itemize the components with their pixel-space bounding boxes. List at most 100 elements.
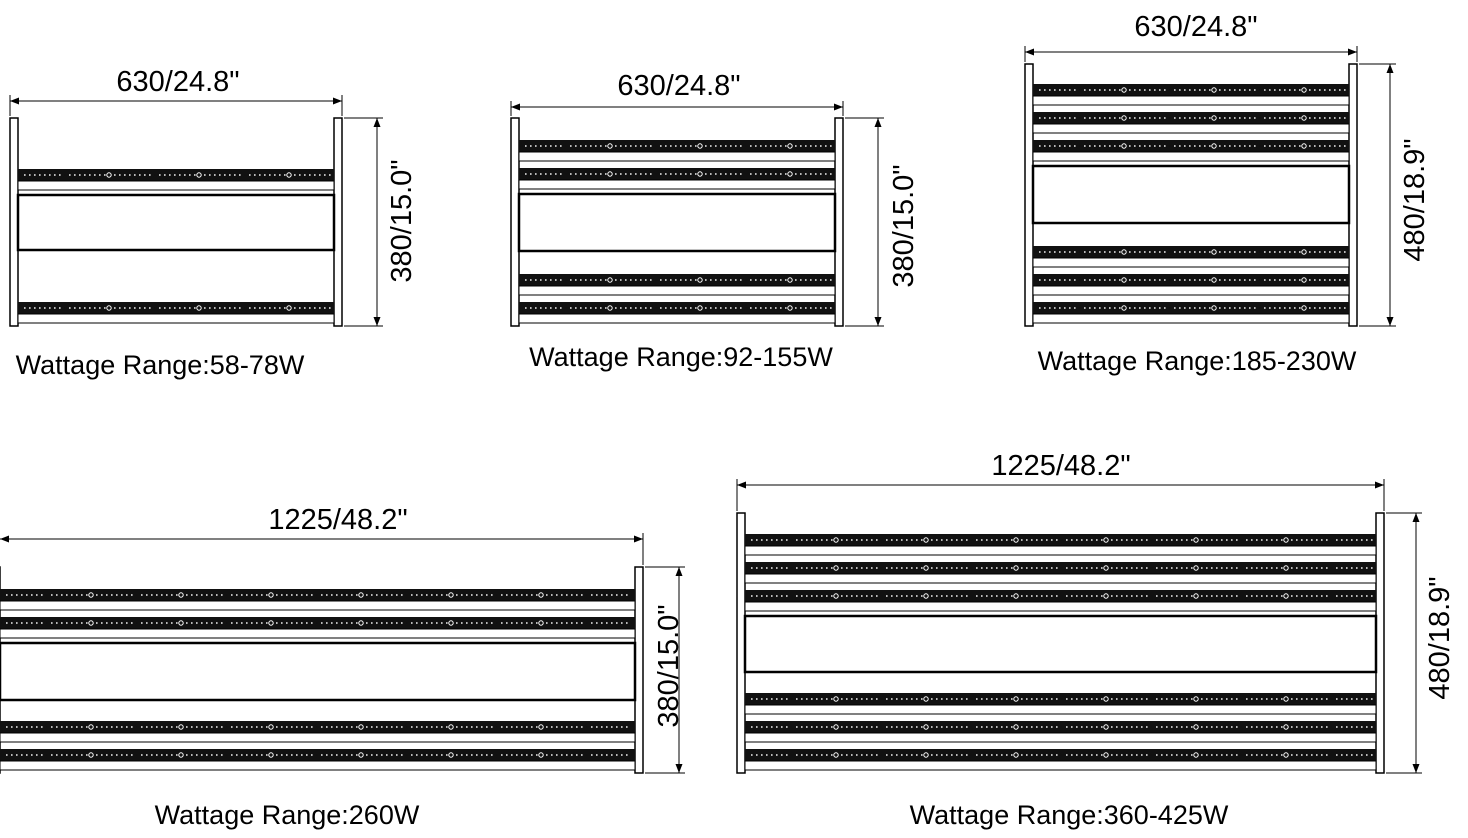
led-dot <box>1021 595 1023 597</box>
led-dot <box>286 172 292 178</box>
led-dot <box>371 754 373 756</box>
led-dot <box>531 754 533 756</box>
led-dot <box>1284 307 1286 309</box>
led-dot <box>1086 595 1088 597</box>
led-dot <box>1116 539 1118 541</box>
led-dot <box>259 174 261 176</box>
led-dot <box>296 754 298 756</box>
led-dot <box>1299 279 1301 281</box>
led-dot <box>566 622 568 624</box>
led-dot <box>710 307 712 309</box>
led-dot <box>1166 539 1168 541</box>
led-dot <box>1361 726 1363 728</box>
led-dot <box>1139 117 1141 119</box>
led-dot <box>1161 698 1163 700</box>
led-dot <box>1089 251 1091 253</box>
led-dot <box>1236 539 1238 541</box>
led-dot <box>830 173 832 175</box>
led-dot <box>196 622 198 624</box>
led-dot <box>1054 145 1056 147</box>
led-dot <box>51 622 53 624</box>
led-dot <box>921 595 923 597</box>
led-dot <box>1284 279 1286 281</box>
led-dot <box>621 622 623 624</box>
led-dot <box>815 145 817 147</box>
led-dot <box>1339 117 1341 119</box>
led-dot <box>841 698 843 700</box>
led-dot <box>96 594 98 596</box>
led-dot <box>670 279 672 281</box>
height-dimension <box>344 117 383 327</box>
led-dot <box>680 173 682 175</box>
led-dot <box>426 726 428 728</box>
led-dot <box>991 698 993 700</box>
led-dot <box>1256 595 1258 597</box>
led-dot <box>896 698 898 700</box>
led-dot <box>961 698 963 700</box>
led-dot <box>1039 251 1041 253</box>
arrowhead <box>1025 48 1034 56</box>
led-dot <box>366 622 368 624</box>
led-dot <box>550 279 552 281</box>
led-dot <box>1164 251 1166 253</box>
led-dot <box>516 594 518 596</box>
led-dot <box>106 622 108 624</box>
led-dot <box>1266 567 1268 569</box>
led-dot <box>923 724 929 730</box>
led-dot <box>1171 726 1173 728</box>
led-dot <box>301 754 303 756</box>
led-dot <box>665 145 667 147</box>
led-dot <box>1146 567 1148 569</box>
led-dot <box>861 698 863 700</box>
led-dot <box>1269 279 1271 281</box>
led-dot <box>601 594 603 596</box>
led-dot <box>1283 565 1289 571</box>
led-dot <box>104 307 106 309</box>
led-dot <box>1049 89 1051 91</box>
led-dot <box>1134 145 1136 147</box>
led-dot <box>886 567 888 569</box>
led-dot <box>1283 593 1289 599</box>
led-dot <box>1176 754 1178 756</box>
led-dot <box>1334 117 1336 119</box>
led-dot <box>776 539 778 541</box>
led-dot <box>311 622 313 624</box>
led-dot <box>861 567 863 569</box>
led-dot <box>1051 698 1053 700</box>
led-dot <box>1121 567 1123 569</box>
led-dot <box>1101 754 1103 756</box>
led-dot <box>358 752 364 758</box>
led-dot <box>254 307 256 309</box>
led-dot <box>806 539 808 541</box>
led-dot <box>1284 251 1286 253</box>
led-dot <box>296 726 298 728</box>
led-dot <box>846 726 848 728</box>
led-dot <box>1319 251 1321 253</box>
led-dot <box>851 726 853 728</box>
led-dot <box>781 698 783 700</box>
led-dot <box>951 754 953 756</box>
led-dot <box>1103 696 1109 702</box>
led-dot <box>1186 698 1188 700</box>
led-dot <box>119 174 121 176</box>
led-dot <box>816 726 818 728</box>
led-dot <box>936 726 938 728</box>
led-dot <box>1309 307 1311 309</box>
led-dot <box>1344 307 1346 309</box>
led-dot <box>61 622 63 624</box>
led-dot <box>511 754 513 756</box>
led-dot <box>416 726 418 728</box>
led-dot <box>1351 539 1353 541</box>
led-dot <box>351 726 353 728</box>
led-dot <box>750 307 752 309</box>
led-dot <box>206 622 208 624</box>
led-dot <box>801 539 803 541</box>
height-label: 380/15.0" <box>888 164 920 287</box>
led-dot <box>1251 567 1253 569</box>
led-dot <box>1279 251 1281 253</box>
led-dot <box>391 726 393 728</box>
led-dot <box>756 698 758 700</box>
led-dot <box>991 726 993 728</box>
led-dot <box>570 279 572 281</box>
